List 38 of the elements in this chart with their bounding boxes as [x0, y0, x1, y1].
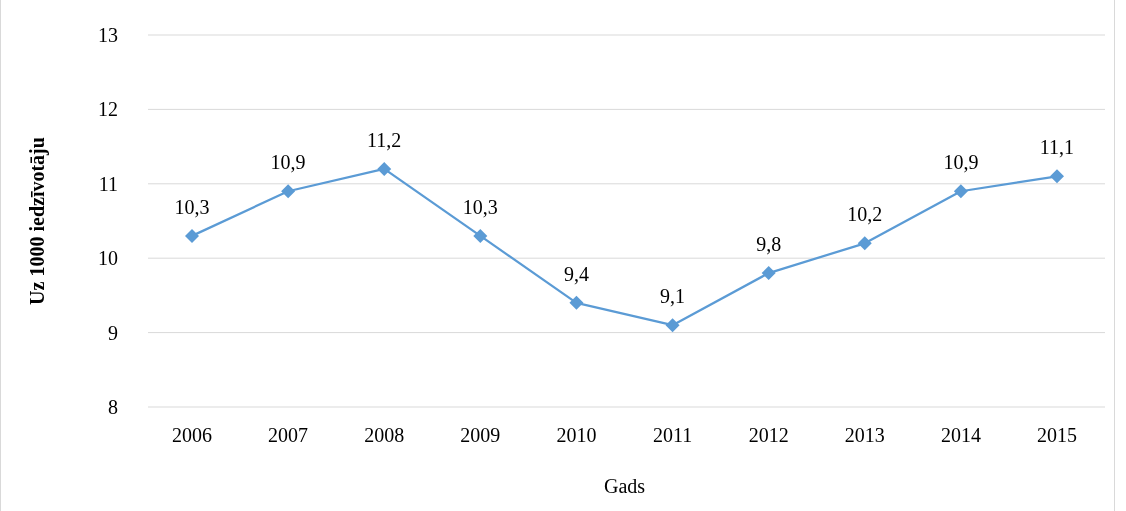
point — [857, 236, 872, 251]
point — [953, 184, 968, 199]
data-label: 10,9 — [270, 151, 306, 174]
data-label: 9,8 — [756, 233, 782, 256]
point — [569, 295, 584, 310]
point — [665, 318, 680, 333]
data-label: 9,1 — [660, 285, 686, 308]
x-tick-label: 2009 — [460, 424, 501, 446]
x-tick-label: 2015 — [1037, 424, 1077, 446]
y-tick-label: 13 — [98, 24, 118, 46]
x-tick-label: 2010 — [556, 424, 597, 446]
y-tick-label: 11 — [98, 172, 118, 195]
x-tick-label: 2008 — [364, 424, 405, 446]
point — [1050, 169, 1064, 184]
x-tick-label: 2011 — [652, 424, 693, 446]
x-axis-title: Gads — [603, 475, 646, 497]
point — [281, 184, 296, 199]
y-tick-label: 9 — [108, 321, 118, 344]
x-tick-label: 2007 — [268, 424, 309, 446]
data-label: 10,9 — [943, 151, 979, 174]
x-tick-label: 2012 — [748, 424, 789, 446]
point — [185, 228, 199, 243]
x-tick-label: 2014 — [940, 424, 981, 446]
y-tick-label: 12 — [98, 98, 118, 121]
point — [473, 228, 488, 243]
data-label: 10,2 — [847, 203, 883, 226]
data-label: 11,2 — [367, 128, 402, 151]
data-label: 10,3 — [462, 195, 498, 218]
data-label: 11,1 — [1039, 136, 1075, 159]
data-label: 9,4 — [563, 262, 589, 285]
data-label: 10,3 — [174, 195, 210, 218]
y-axis-title: Uz 1000 iedzīvotāju — [26, 137, 49, 305]
x-tick-label: 2006 — [172, 424, 212, 446]
point — [377, 161, 392, 176]
x-tick-label: 2013 — [844, 424, 885, 446]
y-tick-label: 10 — [98, 247, 118, 270]
y-tick-label: 8 — [108, 396, 118, 418]
point — [761, 266, 776, 281]
